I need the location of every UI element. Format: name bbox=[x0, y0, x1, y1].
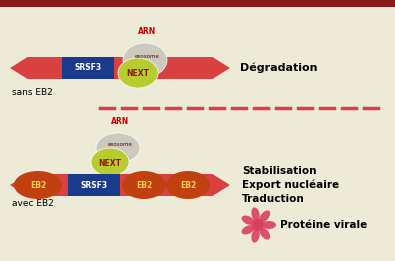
Text: ARN: ARN bbox=[138, 27, 156, 36]
Polygon shape bbox=[10, 174, 230, 196]
Text: sans EB2: sans EB2 bbox=[12, 88, 53, 97]
Ellipse shape bbox=[260, 228, 270, 240]
Text: avec EB2: avec EB2 bbox=[12, 199, 54, 208]
Text: SRSF3: SRSF3 bbox=[81, 181, 107, 189]
Polygon shape bbox=[10, 57, 230, 79]
Ellipse shape bbox=[96, 133, 140, 163]
Text: Dégradation: Dégradation bbox=[240, 63, 318, 73]
Text: NEXT: NEXT bbox=[126, 69, 149, 79]
Ellipse shape bbox=[123, 43, 167, 77]
FancyBboxPatch shape bbox=[68, 174, 120, 196]
Text: Protéine virale: Protéine virale bbox=[280, 220, 367, 230]
Circle shape bbox=[252, 219, 264, 231]
Text: EB2: EB2 bbox=[30, 181, 46, 189]
Ellipse shape bbox=[118, 58, 158, 88]
Ellipse shape bbox=[262, 221, 276, 229]
Ellipse shape bbox=[242, 225, 255, 234]
Ellipse shape bbox=[122, 171, 166, 199]
Ellipse shape bbox=[91, 148, 129, 176]
Ellipse shape bbox=[242, 216, 255, 225]
Text: Stabilisation: Stabilisation bbox=[242, 166, 316, 176]
Text: SRSF3: SRSF3 bbox=[74, 63, 102, 73]
Text: exosome: exosome bbox=[135, 54, 160, 58]
Text: Traduction: Traduction bbox=[242, 194, 305, 204]
Ellipse shape bbox=[166, 171, 210, 199]
Text: EB2: EB2 bbox=[180, 181, 196, 189]
Text: EB2: EB2 bbox=[136, 181, 152, 189]
FancyBboxPatch shape bbox=[0, 0, 395, 7]
FancyBboxPatch shape bbox=[62, 57, 114, 79]
Text: exosome: exosome bbox=[107, 141, 132, 146]
Text: ARN: ARN bbox=[111, 117, 129, 126]
Ellipse shape bbox=[251, 207, 260, 221]
Text: Export nucléaire: Export nucléaire bbox=[242, 180, 339, 190]
Ellipse shape bbox=[14, 171, 62, 199]
Ellipse shape bbox=[260, 210, 270, 222]
Ellipse shape bbox=[251, 229, 260, 243]
Text: NEXT: NEXT bbox=[98, 158, 122, 168]
